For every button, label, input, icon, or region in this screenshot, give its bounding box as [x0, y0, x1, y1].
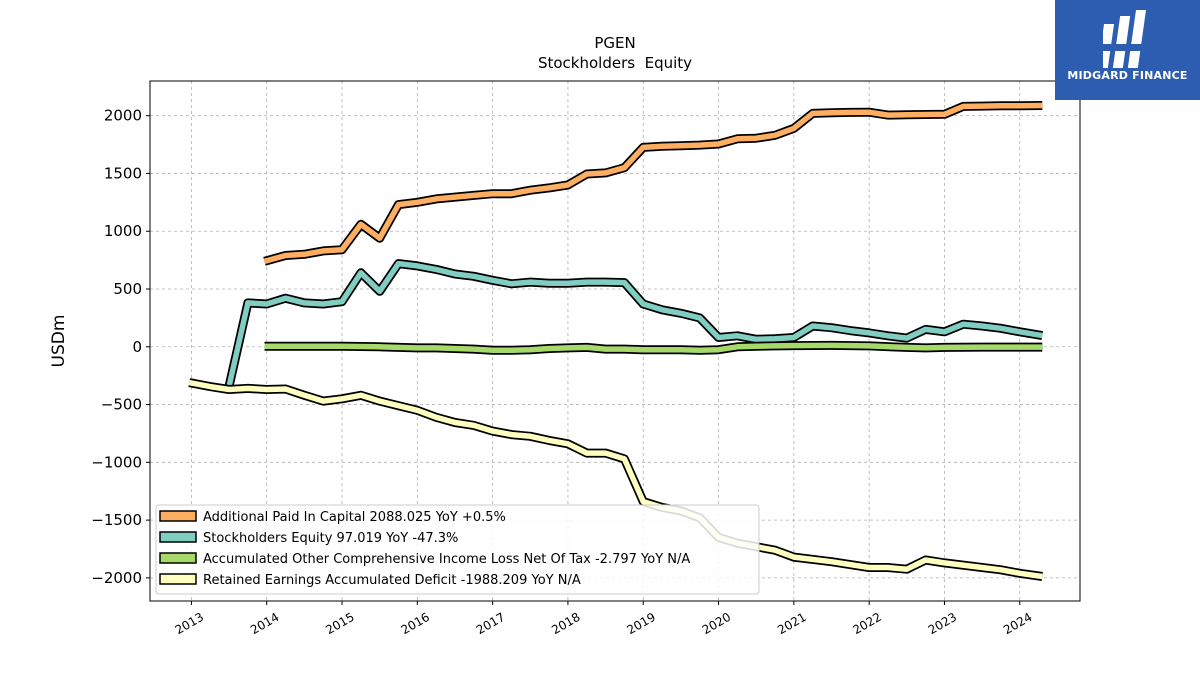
y-tick-label: 1500: [104, 164, 142, 182]
y-tick-label: 0: [132, 338, 142, 356]
y-tick-label: −2000: [91, 569, 142, 587]
x-tick-label: 2018: [549, 610, 582, 637]
legend-swatch: [159, 552, 197, 564]
legend-label: Stockholders Equity 97.019 YoY -47.3%: [203, 531, 458, 546]
legend-swatch: [159, 510, 197, 522]
chart-title: PGEN: [594, 34, 635, 52]
series-outline-1: [224, 259, 1044, 388]
y-tick-label: −500: [101, 396, 142, 414]
series-layer: [188, 101, 1044, 581]
legend-swatch: [159, 573, 197, 585]
x-tick-label: 2022: [850, 610, 883, 637]
y-tick-label: −1500: [91, 511, 142, 529]
logo-mark-icon: [1103, 10, 1149, 68]
x-tick-label: 2019: [625, 610, 658, 637]
series-line-3: [188, 379, 1043, 580]
x-tick-label: 2013: [173, 610, 206, 637]
legend-label: Retained Earnings Accumulated Deficit -1…: [203, 573, 581, 588]
x-tick-label: 2020: [700, 610, 733, 637]
series-line-2: [264, 342, 1043, 353]
x-tick-label: 2023: [926, 610, 959, 637]
legend-label: Additional Paid In Capital 2088.025 YoY …: [203, 510, 506, 525]
chart-subtitle: Stockholders Equity: [538, 54, 692, 72]
x-tick-label: 2015: [323, 610, 356, 637]
plot-frame: [149, 80, 1081, 602]
series-line-1: [226, 260, 1043, 387]
legend-swatch: [159, 531, 197, 543]
y-axis-label: USDm: [49, 315, 69, 368]
legend-box: [155, 504, 760, 595]
y-tick-label: 500: [113, 280, 142, 298]
series-line-0: [263, 102, 1043, 264]
y-tick-label: 2000: [104, 107, 142, 125]
legend: Additional Paid In Capital 2088.025 YoY …: [155, 504, 760, 595]
legend-label: Accumulated Other Comprehensive Income L…: [203, 552, 690, 567]
x-tick-label: 2021: [775, 610, 808, 637]
y-tick-label: −1000: [91, 453, 142, 471]
logo-text: MIDGARD FINANCE: [1067, 69, 1188, 82]
x-tick-label: 2024: [1001, 610, 1034, 637]
y-tick-label: 1000: [104, 222, 142, 240]
x-tick-label: 2017: [474, 610, 507, 637]
x-tick-label: 2014: [248, 610, 281, 637]
midgard-finance-logo: MIDGARD FINANCE: [1055, 0, 1200, 100]
x-tick-label: 2016: [399, 610, 432, 637]
